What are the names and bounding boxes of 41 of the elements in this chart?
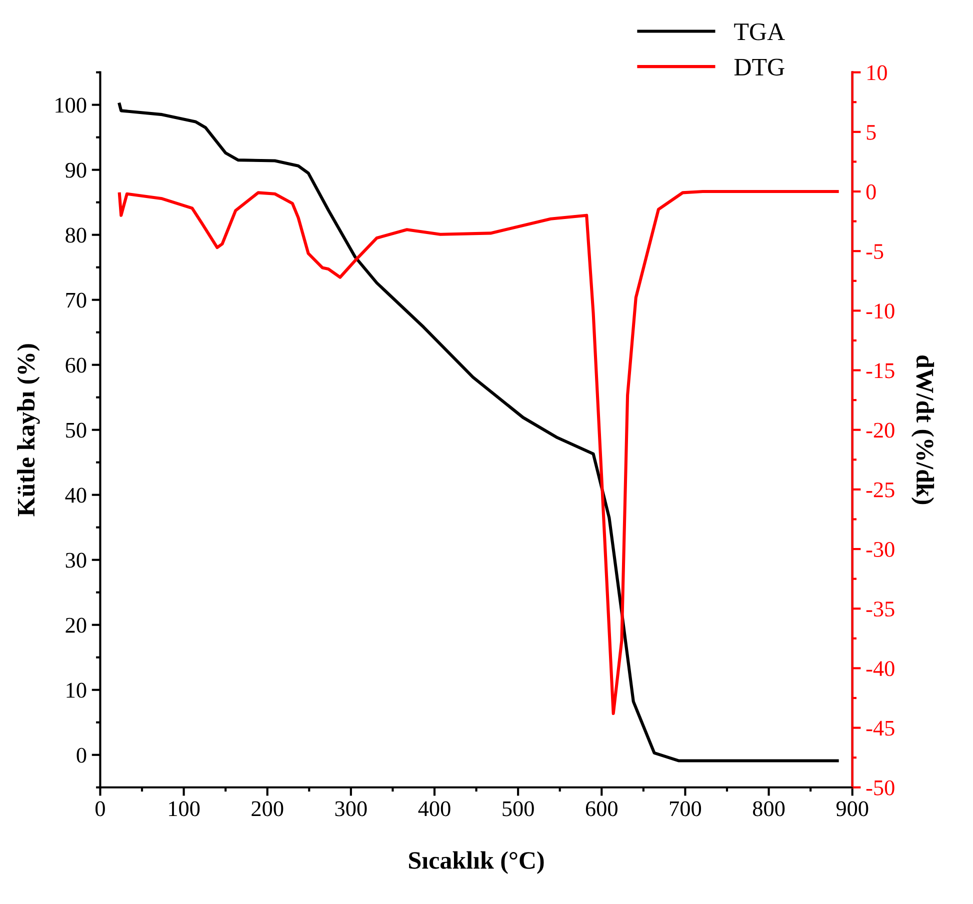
x-tick-label: 800	[752, 801, 785, 816]
y-tick-label: 60	[66, 358, 86, 373]
y2-tick-label: -5	[866, 244, 884, 260]
y2-tick-label: -10	[866, 304, 894, 319]
y2-tick-label: 10	[867, 65, 887, 80]
y-axis-title: Kütle kaybı (%)	[17, 344, 40, 516]
y-tick-label: 50	[66, 422, 86, 438]
y-tick-label: 40	[65, 488, 86, 503]
line-series	[118, 102, 839, 762]
line-series	[118, 190, 839, 716]
legend-label: TGA	[734, 23, 785, 40]
y2-tick-label: 0	[866, 184, 876, 200]
y2-tick-label: 5	[866, 125, 876, 140]
x-axis-title: Sıcaklık (°C)	[409, 851, 544, 874]
x-tick-label: 300	[335, 801, 367, 816]
x-tick-label: 200	[252, 801, 284, 816]
y-tick-label: 10	[66, 682, 86, 698]
y2-tick-label: -15	[866, 363, 894, 378]
y2-tick-label: -30	[866, 542, 894, 557]
y2-axis-title: dW/dt (%/dk)	[911, 356, 934, 504]
y-tick-label: 30	[66, 552, 86, 568]
y2-tick-label: -25	[866, 482, 894, 498]
y2-tick-label: -40	[866, 661, 894, 676]
y2-tick-label: -35	[866, 602, 894, 617]
y-tick-label: 20	[66, 618, 86, 633]
legend-label: DTG	[734, 58, 784, 76]
x-tick-label: 400	[418, 801, 450, 816]
x-tick-label: 500	[502, 801, 534, 816]
y-tick-label: 90	[66, 162, 86, 178]
y2-tick-label: -45	[866, 720, 894, 736]
y2-tick-label: -20	[866, 422, 894, 438]
x-tick-label: 700	[670, 801, 702, 816]
x-tick-label: 100	[169, 801, 200, 816]
y2-tick-label: -50	[866, 780, 894, 796]
y-tick-label: 0	[76, 748, 86, 763]
x-tick-label: 600	[586, 801, 618, 816]
x-tick-label: 0	[96, 801, 105, 816]
y-tick-label: 70	[66, 292, 86, 308]
y-tick-label: 80	[66, 228, 86, 243]
x-tick-label: 900	[836, 801, 868, 816]
y-tick-label: 100	[56, 98, 86, 113]
